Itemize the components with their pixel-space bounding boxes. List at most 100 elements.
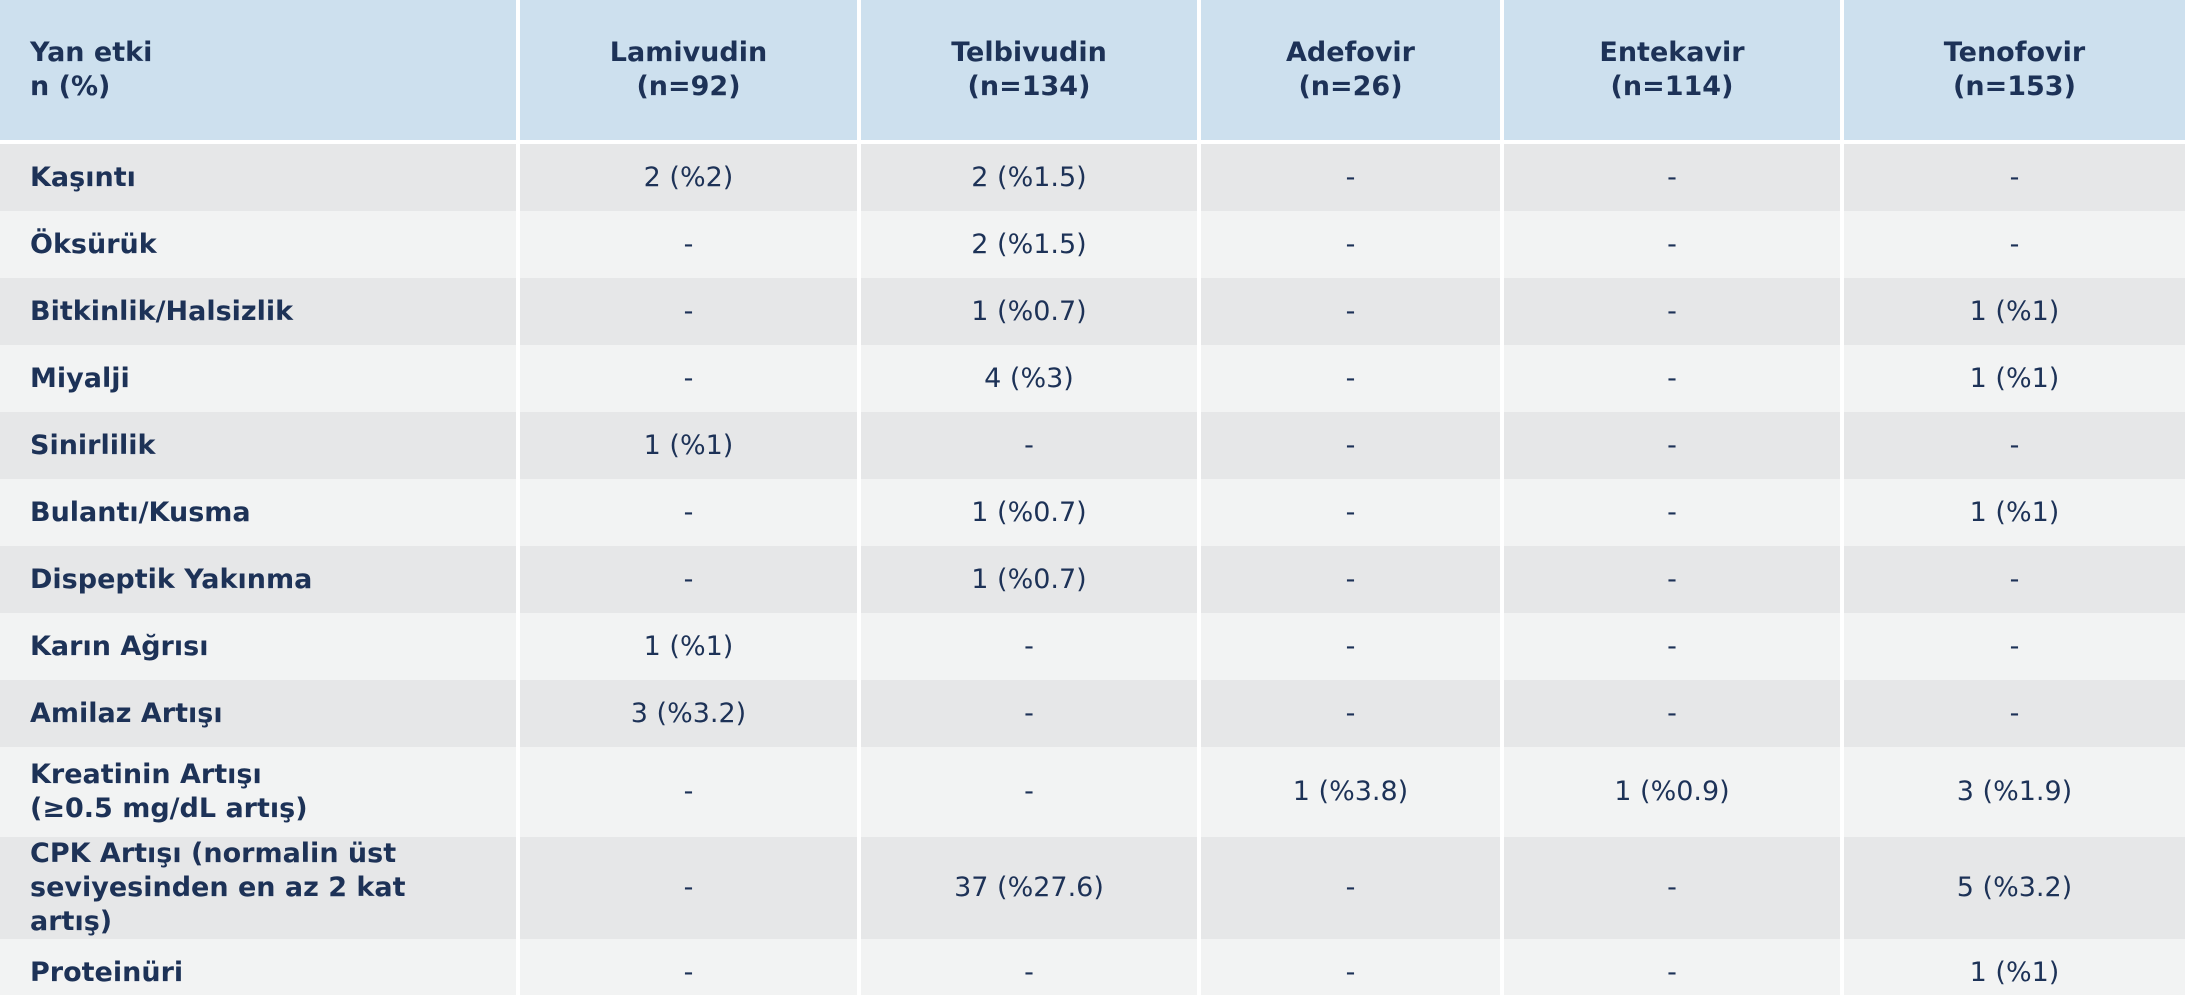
cell-line: (n=114) — [1610, 71, 1734, 102]
table-row: Miyalji -4 (%3) - -1 (%1) — [0, 345, 2185, 412]
value-cell: - — [520, 211, 861, 278]
value-cell: - — [1504, 479, 1844, 546]
cell-line: Tenofovir — [1943, 37, 2086, 68]
value-cell: 5 (%3.2) — [1844, 837, 2185, 939]
table-row: Sinirlilik 1 (%1) - - - - — [0, 412, 2185, 479]
value-cell: - — [520, 345, 861, 412]
value-cell: - — [1201, 278, 1504, 345]
value-cell: - — [1504, 546, 1844, 613]
value-cell: - — [1201, 479, 1504, 546]
value-cell: 1 (%1) — [520, 412, 861, 479]
table-row: Kaşıntı 2 (%2) 2 (%1.5) - - - — [0, 144, 2185, 211]
cell-line: Telbivudin — [951, 37, 1107, 68]
cell-line: seviyesinden en az 2 kat artış) — [30, 872, 406, 937]
value-cell: - — [1201, 144, 1504, 211]
label-cell: Sinirlilik — [0, 412, 520, 479]
value-cell: 2 (%2) — [520, 144, 861, 211]
value-cell: - — [520, 278, 861, 345]
value-cell: - — [1844, 144, 2185, 211]
value-cell: - — [861, 613, 1201, 680]
cell-line: (n=134) — [967, 71, 1091, 102]
value-cell: - — [1504, 278, 1844, 345]
value-cell: - — [520, 479, 861, 546]
value-cell: - — [1201, 680, 1504, 747]
table-row: Bitkinlik/Halsizlik -1 (%0.7) - -1 (%1) — [0, 278, 2185, 345]
value-cell: - — [861, 747, 1201, 837]
value-cell: 3 (%1.9) — [1844, 747, 2185, 837]
header-cell: Tenofovir (n=153) — [1844, 0, 2185, 144]
value-cell: - — [1201, 211, 1504, 278]
table-row: Amilaz Artışı 3 (%3.2) - - - - — [0, 680, 2185, 747]
value-cell: - — [1504, 144, 1844, 211]
value-cell: 3 (%3.2) — [520, 680, 861, 747]
value-cell: - — [520, 747, 861, 837]
value-cell: 4 (%3) — [861, 345, 1201, 412]
cell-line: n (%) — [30, 71, 111, 102]
header-row: Yan etki n (%) Lamivudin (n=92) Telbivudin (n… — [0, 0, 2185, 144]
value-cell: - — [1201, 546, 1504, 613]
value-cell: - — [1504, 613, 1844, 680]
label-cell: Dispeptik Yakınma — [0, 546, 520, 613]
cell-line: Adefovir — [1285, 37, 1415, 68]
table-row: Proteinüri - - - -1 (%1) — [0, 939, 2185, 995]
label-cell: Öksürük — [0, 211, 520, 278]
table-row: Öksürük -2 (%1.5) - - - — [0, 211, 2185, 278]
value-cell: - — [1201, 939, 1504, 995]
label-cell: Bitkinlik/Halsizlik — [0, 278, 520, 345]
value-cell: 1 (%1) — [1844, 345, 2185, 412]
label-cell: Kaşıntı — [0, 144, 520, 211]
value-cell: - — [1504, 837, 1844, 939]
table-row: Bulantı/Kusma -1 (%0.7) - -1 (%1) — [0, 479, 2185, 546]
cell-line: Lamivudin — [609, 37, 768, 68]
value-cell: 1 (%1) — [520, 613, 861, 680]
label-cell: Miyalji — [0, 345, 520, 412]
value-cell: - — [861, 939, 1201, 995]
value-cell: - — [1504, 939, 1844, 995]
value-cell: 1 (%1) — [1844, 479, 2185, 546]
value-cell: - — [1201, 345, 1504, 412]
value-cell: - — [1201, 837, 1504, 939]
table-row: CPK Artışı (normalin üst seviyesinden en … — [0, 837, 2185, 939]
header-cell: Entekavir (n=114) — [1504, 0, 1844, 144]
label-cell: Bulantı/Kusma — [0, 479, 520, 546]
label-cell: Amilaz Artışı — [0, 680, 520, 747]
value-cell: - — [1844, 613, 2185, 680]
value-cell: 1 (%3.8) — [1201, 747, 1504, 837]
value-cell: 1 (%0.7) — [861, 479, 1201, 546]
value-cell: - — [520, 837, 861, 939]
value-cell: 1 (%1) — [1844, 278, 2185, 345]
value-cell: 1 (%0.9) — [1504, 747, 1844, 837]
cell-line: CPK Artışı (normalin üst — [30, 838, 397, 869]
value-cell: - — [520, 939, 861, 995]
header-cell: Adefovir (n=26) — [1201, 0, 1504, 144]
value-cell: - — [1844, 680, 2185, 747]
value-cell: 1 (%0.7) — [861, 546, 1201, 613]
value-cell: 2 (%1.5) — [861, 144, 1201, 211]
cell-line: (n=92) — [636, 71, 741, 102]
value-cell: - — [1504, 412, 1844, 479]
label-cell: Kreatinin Artışı (≥0.5 mg/dL artış) — [0, 747, 520, 837]
value-cell: - — [1201, 613, 1504, 680]
value-cell: - — [520, 546, 861, 613]
value-cell: - — [1844, 412, 2185, 479]
value-cell: - — [861, 680, 1201, 747]
value-cell: - — [1504, 345, 1844, 412]
value-cell: 2 (%1.5) — [861, 211, 1201, 278]
value-cell: - — [1844, 211, 2185, 278]
value-cell: - — [861, 412, 1201, 479]
table-row: Kreatinin Artışı (≥0.5 mg/dL artış) - -1 (%… — [0, 747, 2185, 837]
header-cell: Yan etki n (%) — [0, 0, 520, 144]
value-cell: 1 (%0.7) — [861, 278, 1201, 345]
cell-line: Kreatinin Artışı — [30, 759, 262, 790]
cell-line: (≥0.5 mg/dL artış) — [30, 793, 308, 824]
cell-line: Entekavir — [1599, 37, 1745, 68]
header-cell: Telbivudin (n=134) — [861, 0, 1201, 144]
cell-line: (n=26) — [1298, 71, 1403, 102]
label-cell: Proteinüri — [0, 939, 520, 995]
table-body: Kaşıntı 2 (%2) 2 (%1.5) - - - Öksürük -2 (%1.5)… — [0, 144, 2185, 995]
header-cell: Lamivudin (n=92) — [520, 0, 861, 144]
table-row: Karın Ağrısı 1 (%1) - - - - — [0, 613, 2185, 680]
cell-line: Yan etki — [30, 37, 153, 68]
